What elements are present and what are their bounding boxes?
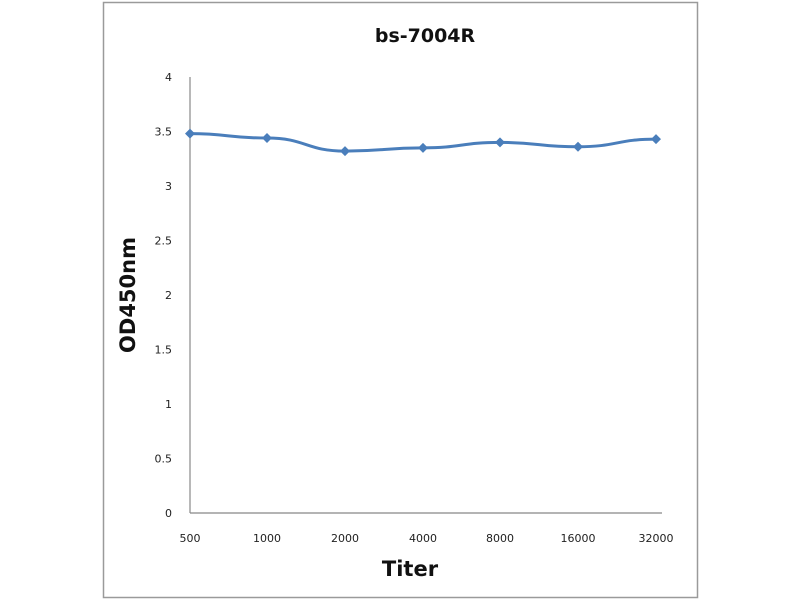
y-tick-label: 2 [165,289,172,302]
data-point [340,146,350,157]
x-tick-label: 16000 [561,532,596,545]
y-axis-label: OD450nm [116,237,140,353]
chart-title: bs-7004R [375,25,476,47]
x-tick-label: 4000 [409,532,437,545]
x-tick-label: 32000 [639,532,674,545]
y-tick-label: 0 [165,507,172,520]
y-tick-label: 2.5 [155,235,173,248]
y-tick-label: 1.5 [155,344,173,357]
chart-frame [102,1,699,599]
data-point [495,137,505,148]
data-point [185,128,195,139]
y-tick-label: 3.5 [155,126,173,139]
data-point [418,142,428,153]
y-tick-label: 1 [165,398,172,411]
y-tick-label: 3 [165,180,172,193]
data-point [262,133,272,144]
y-tick-label: 0.5 [155,453,173,466]
y-tick-label: 4 [165,71,172,84]
x-tick-label: 500 [180,532,201,545]
x-axis-label: Titer [382,557,439,581]
x-tick-label: 8000 [486,532,514,545]
data-point [651,134,661,145]
x-tick-label: 1000 [253,532,281,545]
x-tick-label: 2000 [331,532,359,545]
data-point [573,141,583,152]
